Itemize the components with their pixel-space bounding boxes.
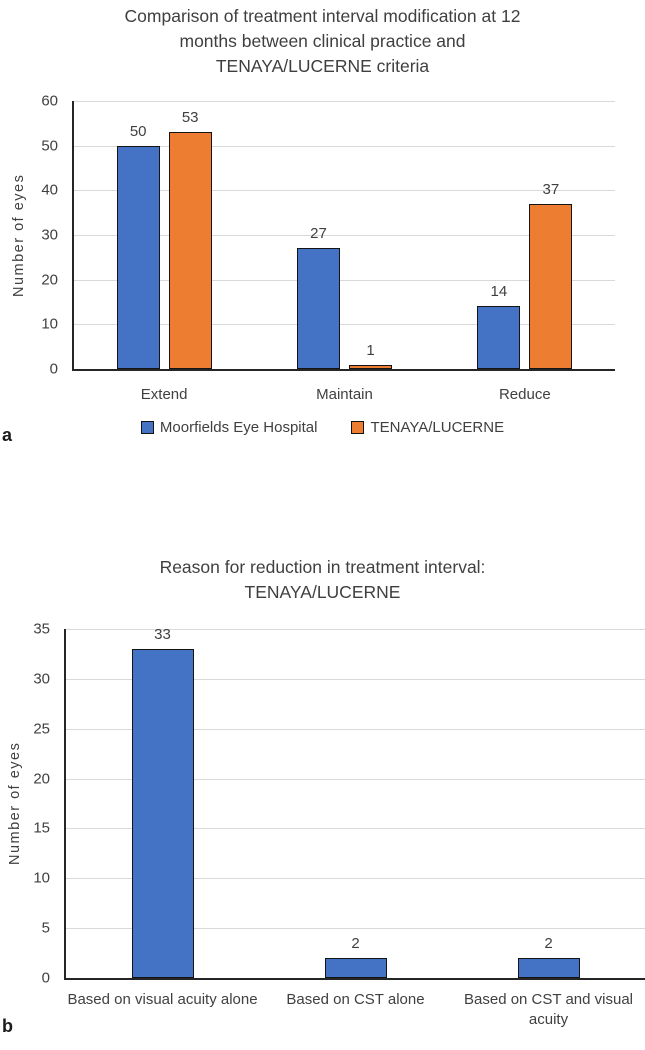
value-label: 50 [129, 122, 147, 140]
legend-label: TENAYA/LUCERNE [370, 419, 505, 436]
gridline [74, 190, 615, 192]
gridline [66, 828, 645, 830]
chart-a-legend: Moorfields Eye Hospital TENAYA/LUCERNE [0, 419, 645, 436]
chart-b-title-line-2: TENAYA/LUCERNE [244, 582, 401, 602]
y-tick-label: 50 [41, 137, 58, 155]
x-category-label: Maintain [316, 386, 373, 403]
legend-item: TENAYA/LUCERNE [351, 419, 504, 436]
value-label: 37 [542, 180, 560, 198]
x-category-label: Based on visual acuity alone [67, 991, 258, 1008]
y-tick-label: 15 [33, 819, 50, 837]
legend-swatch [140, 421, 154, 434]
chart-a-title-line-3: TENAYA/LUCERNE criteria [215, 56, 430, 76]
y-tick-label: 10 [33, 869, 50, 887]
bar [529, 203, 573, 369]
x-category-label: Extend [140, 386, 188, 403]
bar [324, 958, 387, 978]
chart-b-title-line-1: Reason for reduction in treatment interv… [159, 557, 486, 577]
gridline [66, 629, 645, 630]
panel-label-a: a [2, 425, 13, 445]
chart-a-title: Comparison of treatment interval modific… [0, 4, 645, 79]
value-label: 27 [310, 225, 327, 243]
bar [131, 648, 194, 978]
bar [517, 958, 580, 978]
x-category-label: Based on CST alone [286, 991, 425, 1008]
y-tick-label: 0 [41, 969, 50, 987]
value-label: 2 [351, 935, 360, 953]
x-category-label: Based on CST and visual acuity [464, 991, 633, 1028]
y-tick-label: 20 [41, 271, 58, 289]
y-tick-label: 40 [41, 181, 58, 199]
gridline [74, 101, 615, 102]
chart-a-plot-area: 0 10 20 30 40 50 60 50 53 Extend 27 1 Maintain 14 37 Re… [41, 93, 615, 403]
chart-b-y-axis-title: Number of eyes [7, 741, 23, 866]
y-tick-label: 35 [33, 620, 50, 638]
chart-b-title: Reason for reduction in treatment interv… [0, 555, 645, 605]
chart-a-title-line-1: Comparison of treatment interval modific… [124, 6, 521, 26]
value-label: 33 [154, 625, 171, 643]
legend-swatch [351, 421, 365, 434]
gridline [66, 778, 645, 780]
y-tick-label: 5 [41, 919, 50, 937]
y-tick-label: 20 [33, 770, 50, 788]
gridline [74, 235, 615, 236]
y-tick-label: 25 [33, 720, 50, 738]
y-tick-label: 60 [41, 92, 58, 110]
panel-label-b: b [2, 1016, 13, 1036]
x-category-label: Reduce [498, 386, 551, 403]
gridline [74, 279, 615, 281]
gridline [66, 878, 645, 880]
chart-a-y-axis-title: Number of eyes [11, 173, 27, 297]
y-tick-label: 30 [33, 670, 50, 688]
y-tick-label: 0 [49, 360, 58, 378]
y-tick-label: 30 [41, 226, 58, 244]
legend-label: Moorfields Eye Hospital [159, 419, 318, 436]
bar [349, 364, 392, 369]
value-label: 2 [544, 935, 553, 953]
value-label: 14 [490, 283, 508, 301]
value-label: 1 [366, 341, 375, 359]
bar [477, 306, 521, 369]
chart-a-title-line-2: months between clinical practice and [179, 31, 466, 51]
gridline [66, 728, 645, 730]
value-label: 53 [181, 109, 199, 127]
gridline [74, 324, 615, 326]
gridline [74, 145, 615, 147]
bar [297, 248, 340, 369]
chart-b-plot-area: 0 5 10 15 20 25 30 35 33 Based on visual acuity a… [33, 621, 645, 1028]
bar [168, 132, 212, 369]
gridline [66, 928, 645, 930]
gridline [66, 678, 645, 680]
bar [116, 145, 160, 369]
y-tick-label: 10 [41, 315, 58, 333]
legend-item: Moorfields Eye Hospital [140, 419, 318, 436]
